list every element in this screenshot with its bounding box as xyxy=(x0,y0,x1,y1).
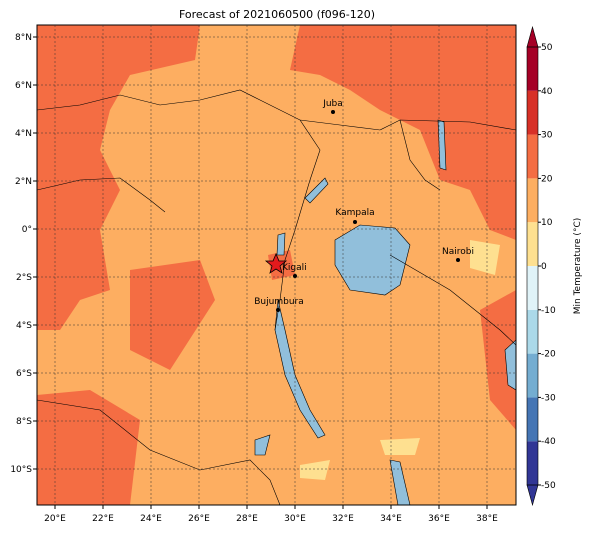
colorbar-tick-label: 30 xyxy=(541,131,553,141)
colorbar-tick-label: 40 xyxy=(541,87,553,97)
city-dot xyxy=(276,308,280,312)
lake xyxy=(389,459,411,505)
city-label: Kigali xyxy=(282,263,307,273)
map-frame xyxy=(36,24,517,506)
city-label: Nairobi xyxy=(442,247,474,257)
lake xyxy=(304,177,329,204)
colorbar-tick-label: 0 xyxy=(541,262,547,272)
lon-tick-label: 26°E xyxy=(188,514,210,524)
colorbar-tick-label: -40 xyxy=(541,437,556,447)
lon-tick-label: 34°E xyxy=(380,514,402,524)
colorbar-segment xyxy=(527,353,538,398)
field-cool xyxy=(470,240,500,275)
colorbar-tick-label: -30 xyxy=(541,393,556,403)
colorbar-segment xyxy=(527,441,538,485)
lat-tick-label: 6°N xyxy=(15,81,32,91)
city-label: Kampala xyxy=(335,208,374,218)
lon-tick-label: 36°E xyxy=(428,514,450,524)
colorbar-segment xyxy=(527,309,538,354)
lat-tick-label: 0° xyxy=(22,225,32,235)
lat-tick-label: 10°S xyxy=(10,465,32,475)
colorbar-segment xyxy=(527,266,538,310)
city-label: Bujumbura xyxy=(254,297,303,307)
title: Forecast of 2021060500 (f096-120) xyxy=(179,8,375,21)
colorbar-extend-low xyxy=(526,484,539,507)
field-cool xyxy=(380,438,420,455)
lon-tick-label: 32°E xyxy=(332,514,354,524)
colorbar-segment xyxy=(527,90,538,135)
lake xyxy=(274,299,326,439)
colorbar-tick-label: -20 xyxy=(541,350,556,360)
city-label: Juba xyxy=(322,99,343,109)
lake xyxy=(504,339,516,391)
forecast-point-star xyxy=(264,252,288,274)
city-dot xyxy=(456,258,460,262)
lon-tick-label: 30°E xyxy=(284,514,306,524)
field-warm xyxy=(37,390,140,505)
city-dot xyxy=(353,220,357,224)
lat-tick-label: 8°S xyxy=(16,417,32,427)
lon-tick-label: 28°E xyxy=(236,514,258,524)
lon-tick-label: 24°E xyxy=(140,514,162,524)
lat-tick-label: 2°N xyxy=(15,177,32,187)
colorbar-segment xyxy=(527,222,538,266)
field-cool xyxy=(300,460,330,480)
colorbar-segment xyxy=(527,397,538,442)
lat-tick-label: 4°S xyxy=(16,321,32,331)
lon-tick-label: 22°E xyxy=(92,514,114,524)
colorbar-segment xyxy=(527,134,538,179)
colorbar-tick-label: 20 xyxy=(541,174,553,184)
field-warm xyxy=(290,25,516,240)
lon-tick-label: 20°E xyxy=(44,514,66,524)
colorbar-segment xyxy=(527,47,538,91)
lat-tick-label: 6°S xyxy=(16,369,32,379)
colorbar-tick-label: -50 xyxy=(541,481,556,491)
lake xyxy=(276,232,286,256)
lat-tick-label: 8°N xyxy=(15,33,32,43)
colorbar-label: Min Temperature (°C) xyxy=(573,218,583,315)
colorbar-extend-high xyxy=(526,25,539,48)
lat-tick-label: 2°S xyxy=(16,273,32,283)
lake xyxy=(254,434,271,456)
city-dot xyxy=(331,110,335,114)
colorbar-tick-label: -10 xyxy=(541,306,556,316)
colorbar-tick-label: 10 xyxy=(541,218,553,228)
field-warm xyxy=(37,25,200,330)
lat-tick-label: 4°N xyxy=(15,129,32,139)
lon-tick-label: 38°E xyxy=(476,514,498,524)
colorbar-tick-label: 50 xyxy=(541,43,553,53)
colorbar-segment xyxy=(527,178,538,223)
city-dot xyxy=(293,274,297,278)
